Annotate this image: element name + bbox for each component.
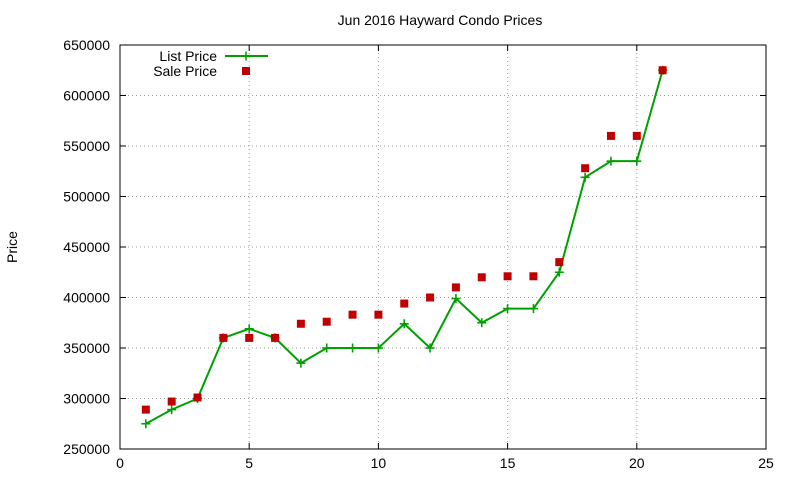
list-price-point	[399, 319, 409, 329]
list-price-point	[322, 343, 332, 353]
x-tick-label: 15	[500, 455, 516, 471]
sale-price-point	[581, 164, 590, 173]
sale-price-point	[219, 333, 228, 342]
chart-title: Jun 2016 Hayward Condo Prices	[338, 12, 543, 28]
sale-price-point	[658, 66, 667, 75]
sale-price-point	[451, 283, 460, 292]
y-tick-label: 400000	[63, 290, 110, 306]
sale-price-point	[141, 405, 150, 414]
sale-price-point	[193, 393, 202, 402]
list-price-point	[503, 304, 513, 314]
y-axis-label: Price	[4, 231, 20, 263]
list-price-point	[373, 343, 383, 353]
series-layer	[141, 65, 668, 429]
sale-price-point	[271, 333, 280, 342]
sale-price-point	[245, 333, 254, 342]
list-price-point	[348, 343, 358, 353]
y-tick-label: 650000	[63, 37, 110, 53]
grid-lines	[120, 45, 766, 449]
list-price-point	[554, 267, 564, 277]
list-price-point	[451, 294, 461, 304]
sale-price-point	[503, 272, 512, 281]
list-price-point	[528, 304, 538, 314]
sale-price-point	[555, 258, 564, 267]
y-tick-label: 300000	[63, 391, 110, 407]
y-tick-label: 450000	[63, 239, 110, 255]
y-tick-label: 350000	[63, 340, 110, 356]
sale-price-point	[322, 317, 331, 326]
sale-price-point	[632, 131, 641, 140]
list-price-point	[606, 156, 616, 166]
legend-plus-marker	[241, 51, 251, 61]
list-price-point	[580, 172, 590, 182]
list-price-point	[632, 156, 642, 166]
x-tick-label: 5	[245, 455, 253, 471]
list-price-point	[244, 324, 254, 334]
sale-price-point	[374, 310, 383, 319]
list-price-point	[477, 318, 487, 328]
x-tick-label: 10	[371, 455, 387, 471]
x-tick-label: 20	[629, 455, 645, 471]
x-tick-label: 0	[116, 455, 124, 471]
axes: 0 5 10 15 20 25 250000 300000 350000 400000 450000…	[63, 37, 774, 471]
legend-label: List Price	[159, 48, 217, 64]
x-tick-label: 25	[758, 455, 774, 471]
list-price-point	[296, 358, 306, 368]
sale-price-point	[477, 273, 486, 282]
list-price-point	[425, 343, 435, 353]
legend-label: Sale Price	[153, 63, 217, 79]
y-tick-label: 550000	[63, 138, 110, 154]
y-tick-label: 250000	[63, 441, 110, 457]
sale-price-point	[348, 310, 357, 319]
list-price-point	[167, 405, 177, 415]
sale-price-point	[167, 397, 176, 406]
sale-price-point	[426, 293, 435, 302]
list-price-point	[141, 419, 151, 429]
sale-price-point	[529, 272, 538, 281]
y-tick-label: 500000	[63, 189, 110, 205]
legend-square-marker	[242, 67, 250, 75]
sale-price-point	[400, 299, 409, 308]
sale-price-point	[606, 131, 615, 140]
y-tick-label: 600000	[63, 88, 110, 104]
sale-price-point	[296, 319, 305, 328]
